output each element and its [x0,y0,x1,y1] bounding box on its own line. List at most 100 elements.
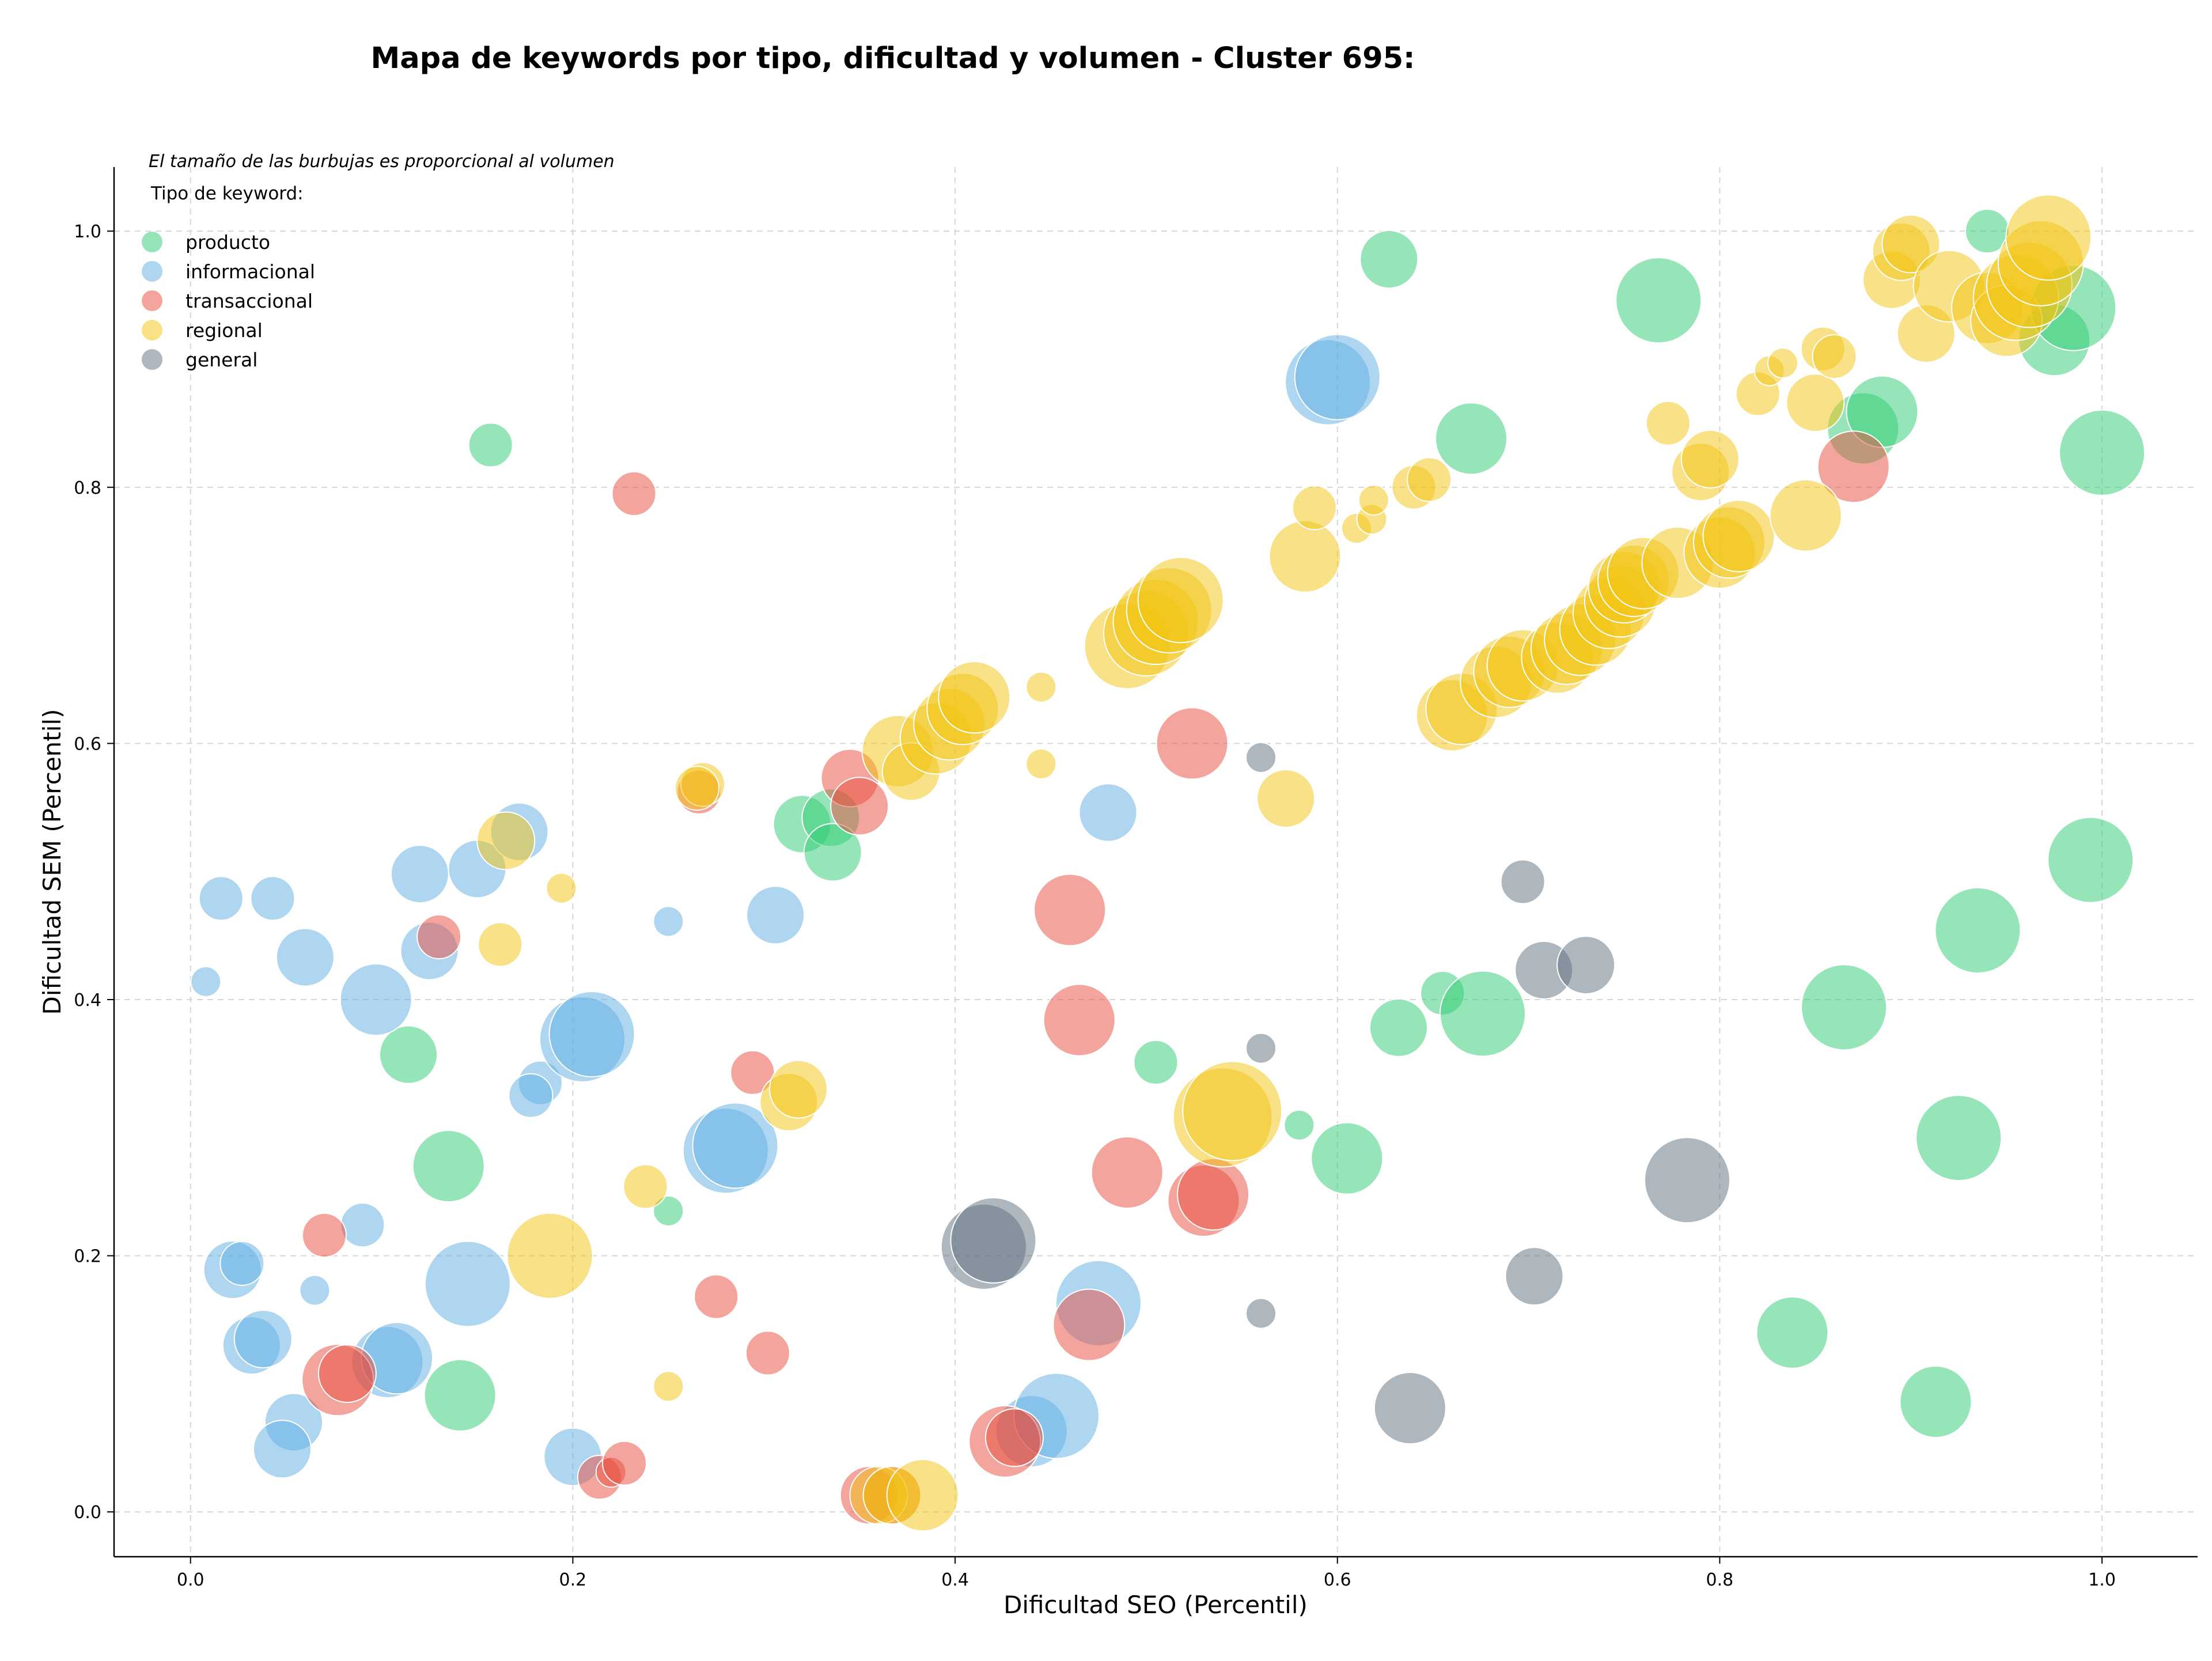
legend-label-regional: regional [185,319,263,342]
legend-title: Tipo de keyword: [150,183,304,204]
bubble-regional [1769,479,1842,552]
bubble-informacional [746,886,805,945]
legend-marker-transaccional [142,290,162,311]
bubble-informacional [275,928,335,987]
legend-label-informacional: informacional [185,260,315,283]
bubble-general [1505,1247,1564,1306]
bubble-transaccional [694,1274,739,1319]
bubble-regional [1767,347,1798,379]
x-tick-label: 0.2 [559,1570,587,1590]
legend-marker-regional [142,320,162,340]
bubble-regional [478,922,523,967]
bubble-regional [1812,334,1857,380]
bubble-transaccional [1052,1288,1126,1361]
bubble-producto [379,1025,438,1084]
bubble-informacional [198,876,244,921]
chart-title: Mapa de keywords por tipo, dificultad y … [371,41,1415,75]
bubble-transaccional [416,914,462,960]
y-tick-label: 1.0 [74,222,101,242]
bubble-regional [1407,457,1452,502]
bubble-regional [1025,671,1057,703]
bubble-informacional [190,966,222,997]
bubble-informacional [233,1310,293,1369]
bubble-producto [423,1359,497,1432]
bubble-informacional [424,1240,511,1327]
bubble-regional [1291,485,1337,531]
y-tick-label: 0.2 [74,1247,101,1267]
x-tick-label: 0.0 [177,1570,204,1590]
bubble-informacional [253,1420,312,1479]
x-axis-ticks: 0.0 0.2 0.4 0.6 0.8 1.0 [177,1557,2116,1590]
bubble-transaccional [745,1330,790,1376]
size-note: El tamaño de las burbujas es proporciona… [149,152,615,172]
bubble-informacional [390,845,449,904]
bubble-producto [653,1195,684,1227]
legend-marker-general [142,349,162,370]
bubble-transaccional [1177,1157,1250,1231]
bubble-regional [653,1371,684,1402]
legend-label-producto: producto [185,231,270,253]
bubble-producto [803,823,862,882]
bubble-producto [1369,998,1428,1057]
series-producto [379,209,2146,1439]
bubble-regional [1268,520,1342,593]
series-informacional [190,334,1381,1486]
x-tick-label: 0.4 [941,1570,969,1590]
bubble-transaccional [984,1408,1044,1467]
bubble-layer [190,194,2146,1532]
x-tick-label: 0.8 [1706,1570,1734,1590]
bubble-regional [2005,194,2092,281]
legend-label-general: general [185,349,257,371]
bubble-regional [675,766,720,811]
bubble-general [1644,1137,1731,1224]
legend-marker-producto [142,232,162,252]
bubble-general [1373,1372,1446,1445]
bubble-producto [1934,887,2021,974]
bubble-transaccional [830,777,889,836]
bubble-informacional [299,1274,331,1306]
bubble-informacional [653,906,684,937]
bubble-transaccional [1817,430,1890,504]
bubble-transaccional [1043,983,1116,1057]
bubble-producto [1756,1296,1829,1369]
bubble-producto [412,1129,485,1202]
y-axis-label: Dificultad SEM (Percentil) [38,709,66,1015]
bubble-regional [476,811,536,871]
x-tick-label: 1.0 [2088,1570,2116,1590]
bubble-producto [1439,970,1526,1057]
bubble-transaccional [1090,1136,1164,1209]
legend: Tipo de keyword: producto informacional tr… [142,183,315,371]
bubble-regional [1025,748,1057,780]
bubble-transaccional [601,1440,647,1486]
y-axis-ticks: 0.0 0.2 0.4 0.6 0.8 1.0 [74,222,114,1523]
bubble-transaccional [611,471,657,516]
bubble-producto [1133,1039,1179,1085]
x-tick-label: 0.6 [1324,1570,1351,1590]
bubble-transaccional [302,1213,347,1258]
bubble-general [950,1197,1037,1284]
bubble-regional [1256,769,1316,828]
bubble-informacional [1078,783,1138,842]
series-general [940,741,1731,1445]
bubble-regional [546,872,577,904]
bubble-regional [1137,557,1224,644]
bubble-transaccional [1156,707,1229,780]
legend-marker-informacional [142,261,162,282]
bubble-regional [938,661,1011,734]
x-axis-label: Dificultad SEO (Percentil) [1003,1591,1308,1619]
y-tick-label: 0.6 [74,734,101,754]
bubble-regional [623,1164,668,1209]
bubble-informacional [339,963,412,1036]
bubble-producto [2047,816,2134,903]
y-tick-label: 0.8 [74,478,101,498]
bubble-informacional [219,1240,265,1286]
y-tick-label: 0.0 [74,1503,101,1523]
bubble-regional [1680,429,1740,489]
bubble-regional [1645,400,1691,446]
bubble-regional [886,1459,959,1532]
bubble-regional [1881,214,1941,274]
y-tick-label: 0.4 [74,990,101,1011]
bubble-producto [1899,1365,1972,1439]
bubble-producto [1283,1109,1315,1141]
